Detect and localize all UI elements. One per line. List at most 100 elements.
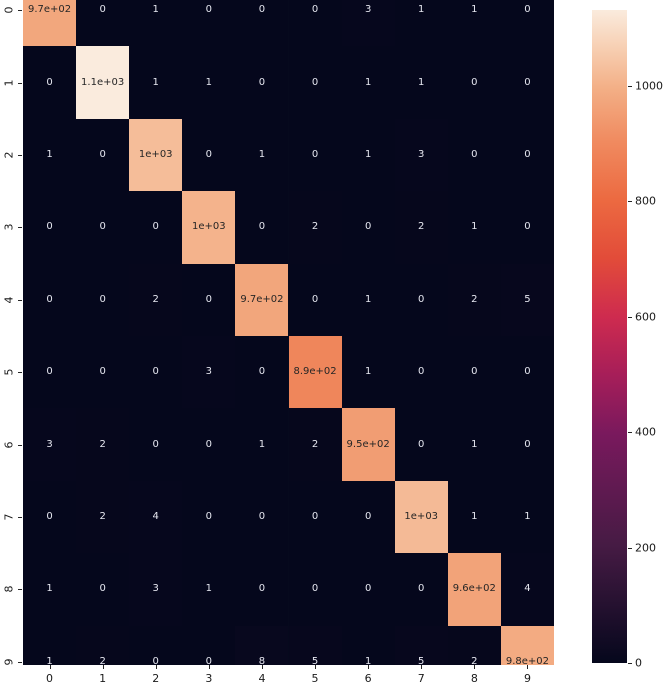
heatmap-cell-value: 0 <box>311 76 319 88</box>
heatmap-cell-value: 0 <box>205 4 213 16</box>
heatmap-cell: 1e+03 <box>394 480 448 554</box>
heatmap-cell: 0 <box>23 46 77 119</box>
heatmap-cell: 1 <box>341 263 395 336</box>
x-tick-mark <box>527 665 529 669</box>
heatmap-cell: 0 <box>447 46 501 119</box>
heatmap-cell: 1 <box>500 480 554 554</box>
heatmap-cell-value: 1 <box>46 583 53 595</box>
heatmap-cell-value: 0 <box>258 510 266 522</box>
heatmap-cell-value: 3 <box>364 4 372 16</box>
heatmap-cell-value: 1 <box>471 510 478 522</box>
heatmap-cell-value: 1 <box>364 366 372 378</box>
heatmap-cell: 2 <box>76 408 130 481</box>
heatmap-cell: 0 <box>288 553 342 626</box>
heatmap-cell: 0 <box>288 0 342 47</box>
heatmap-cell-value: 3 <box>418 148 425 160</box>
heatmap-cell-value: 1 <box>364 148 372 160</box>
heatmap-cell: 9.7e+02 <box>23 0 77 47</box>
x-tick-label: 9 <box>523 672 531 685</box>
y-tick-mark <box>18 444 22 446</box>
heatmap-cell-value: 2 <box>99 438 106 450</box>
heatmap-cell-value: 1 <box>364 655 372 665</box>
heatmap-cell-value: 2 <box>99 510 106 522</box>
heatmap-cell: 1 <box>235 118 289 192</box>
y-tick-label: 8 <box>2 585 16 593</box>
heatmap-cell: 1.1e+03 <box>76 46 130 119</box>
heatmap-cell: 0 <box>235 0 289 47</box>
heatmap-cell: 0 <box>76 191 130 264</box>
heatmap-cell: 0 <box>23 480 77 554</box>
heatmap-cell: 0 <box>235 553 289 626</box>
heatmap-cell-value: 0 <box>471 366 478 378</box>
heatmap-cell: 0 <box>129 336 183 409</box>
heatmap-cell: 1 <box>129 46 183 119</box>
heatmap-cell: 0 <box>394 553 448 626</box>
y-tick-mark <box>18 10 22 12</box>
heatmap-cell-value: 0 <box>205 438 213 450</box>
heatmap-cell: 0 <box>129 625 183 665</box>
heatmap-cell: 0 <box>447 336 501 409</box>
heatmap-cell: 2 <box>76 625 130 665</box>
x-tick-mark <box>261 665 263 669</box>
heatmap-cell: 3 <box>23 408 77 481</box>
y-tick-label: 7 <box>2 513 16 521</box>
heatmap-cell-value: 9.7e+02 <box>27 4 72 16</box>
heatmap-cell-value: 4 <box>152 510 159 522</box>
heatmap-cell-value: 0 <box>99 4 106 16</box>
colorbar-gradient <box>592 10 627 663</box>
heatmap-cell-value: 0 <box>152 221 159 233</box>
heatmap-cell-value: 0 <box>46 221 53 233</box>
x-tick-label: 1 <box>99 672 107 685</box>
heatmap-cell: 0 <box>23 191 77 264</box>
y-tick-mark <box>18 227 22 229</box>
heatmap-cell-value: 1 <box>205 76 213 88</box>
colorbar-tick-mark <box>628 663 632 664</box>
heatmap-cell-value: 2 <box>418 221 425 233</box>
heatmap-cell-value: 0 <box>524 4 531 16</box>
heatmap-cell-value: 0 <box>311 148 319 160</box>
colorbar-tick-mark <box>628 201 632 203</box>
y-tick-mark <box>18 155 22 156</box>
heatmap-cell-value: 0 <box>524 221 531 233</box>
heatmap-cell: 0 <box>129 191 183 264</box>
heatmap-cell: 0 <box>76 553 130 626</box>
heatmap-cell: 0 <box>288 480 342 554</box>
heatmap-cell: 0 <box>235 480 289 554</box>
heatmap-cell-value: 0 <box>311 510 319 522</box>
colorbar-tick-label: 600 <box>635 310 656 324</box>
heatmap-cell-value: 0 <box>258 221 266 233</box>
x-tick-mark <box>315 665 317 669</box>
x-tick-mark <box>49 665 51 669</box>
heatmap-cell-value: 8 <box>258 655 266 665</box>
heatmap-cell-value: 1 <box>152 4 159 16</box>
colorbar-tick-mark <box>628 432 632 434</box>
heatmap-cell: 1 <box>447 480 501 554</box>
heatmap-cell: 1 <box>129 0 183 47</box>
heatmap-cell-value: 0 <box>152 366 159 378</box>
y-tick-mark <box>18 517 22 518</box>
heatmap-cell: 0 <box>129 408 183 481</box>
heatmap-cell-value: 5 <box>524 293 531 305</box>
heatmap-cell: 2 <box>447 625 501 665</box>
heatmap-cell-value: 0 <box>99 221 106 233</box>
heatmap-cell: 5 <box>500 263 554 336</box>
x-tick-mark <box>421 665 423 669</box>
heatmap-cell: 0 <box>76 0 130 47</box>
heatmap-cell-value: 2 <box>99 655 106 665</box>
heatmap-cell: 1 <box>394 46 448 119</box>
heatmap-cell: 0 <box>341 191 395 264</box>
y-tick-mark <box>18 661 22 663</box>
heatmap-cell: 0 <box>394 408 448 481</box>
heatmap-cell-value: 2 <box>311 438 319 450</box>
x-tick-mark <box>208 665 210 669</box>
heatmap-cell-value: 0 <box>205 655 213 665</box>
y-tick-mark <box>18 589 22 591</box>
heatmap-cell: 0 <box>182 625 236 665</box>
x-tick-mark <box>102 665 104 669</box>
heatmap-cell-value: 0 <box>99 583 106 595</box>
heatmap-cell: 1 <box>341 336 395 409</box>
y-tick-mark <box>18 372 22 374</box>
heatmap-cell-value: 1 <box>152 76 159 88</box>
heatmap-cell-value: 0 <box>46 366 53 378</box>
x-tick-label: 4 <box>258 672 266 685</box>
